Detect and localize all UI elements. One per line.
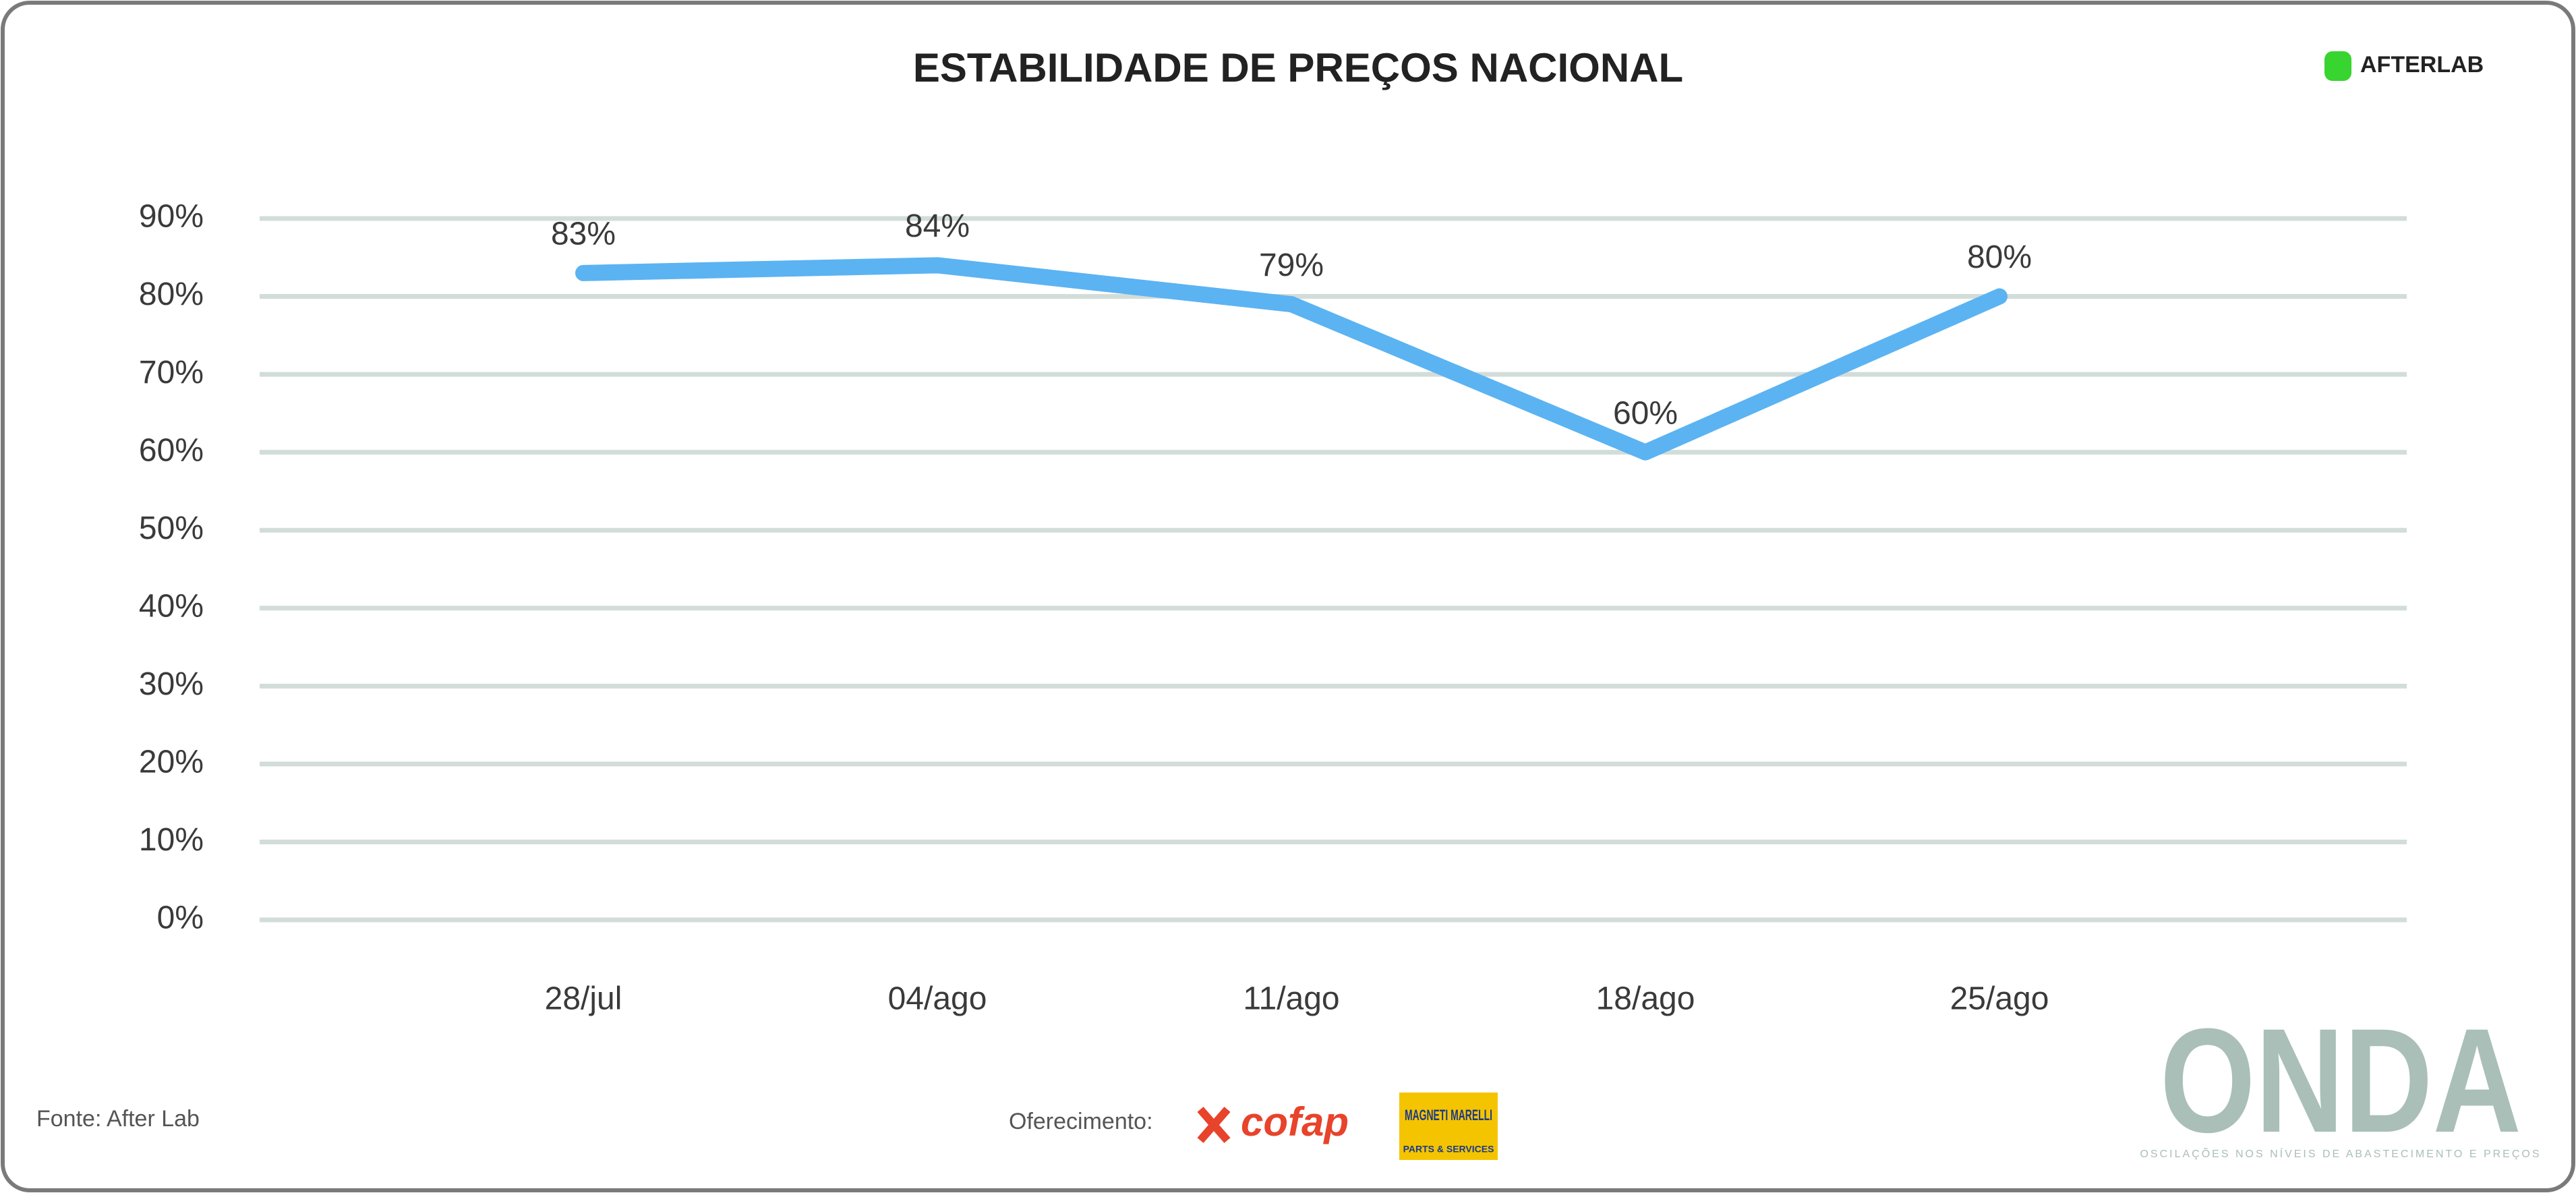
y-tick-label: 20% [139, 745, 204, 780]
brand-tagline: OSCILAÇÕES NOS NÍVEIS DE ABASTECIMENTO E… [2140, 1146, 2541, 1160]
brand: ONDA [2160, 997, 2521, 1163]
y-tick-label: 0% [157, 900, 204, 936]
x-tick-label: 28/jul [545, 981, 622, 1017]
source: Fonte: After Lab [36, 1106, 200, 1132]
y-tick-label: 80% [139, 277, 204, 312]
data-label: 60% [1613, 395, 1678, 431]
y-tick-label: 10% [139, 822, 204, 858]
data-label: 84% [905, 208, 970, 244]
sponsor-marelli: MAGNETI MARELLI [1405, 1107, 1492, 1124]
x-tick-label: 25/ago [1950, 981, 2049, 1017]
y-tick-label: 90% [139, 199, 204, 235]
line [575, 257, 2008, 461]
y-tick-label: 30% [139, 666, 204, 702]
sponsor-cofap: cofap [1241, 1099, 1349, 1144]
y-tick-label: 60% [139, 432, 204, 468]
sponsor-badge [1399, 1093, 1498, 1160]
x-tick-label: 18/ago [1596, 981, 1695, 1017]
y-tick-label: 70% [139, 355, 204, 390]
data-label: 83% [551, 216, 616, 252]
data-label: 79% [1259, 248, 1324, 283]
sponsor-marelli-sub: PARTS & SERVICES [1403, 1144, 1494, 1155]
data-label: 80% [1967, 239, 2032, 275]
x-tick-label: 11/ago [1243, 981, 1339, 1017]
x-tick-label: 04/ago [888, 981, 987, 1017]
logo: AFTERLAB [2360, 52, 2484, 78]
y-tick-label: 50% [139, 511, 204, 546]
y-tick-label: 40% [139, 588, 204, 624]
chart-title: ESTABILIDADE DE PREÇOS NACIONAL [913, 45, 1683, 90]
cofap-icon [1197, 1107, 1231, 1143]
logo-icon [2324, 51, 2351, 81]
sponsor-label: Oferecimento: [1009, 1109, 1153, 1134]
